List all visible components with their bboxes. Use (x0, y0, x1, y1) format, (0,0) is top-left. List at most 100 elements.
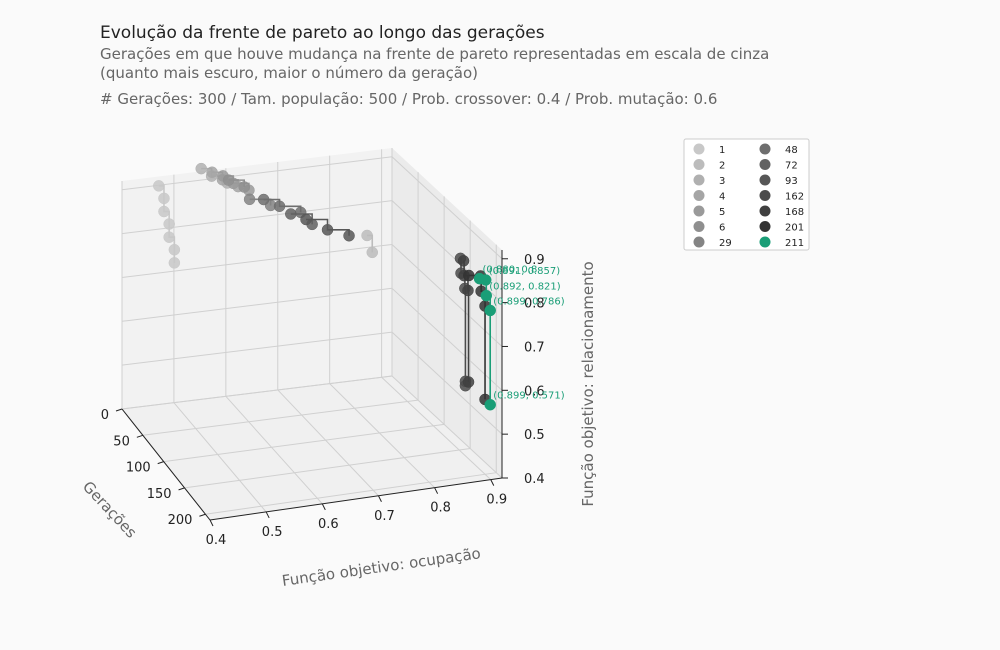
occ-tick-mark (434, 487, 439, 494)
legend-marker-29 (693, 236, 705, 248)
axis-grid (121, 148, 503, 521)
gen-tick-mark (178, 487, 185, 491)
series-point-1 (163, 231, 175, 243)
annotation-label: (0.891, 0.857) (489, 266, 561, 277)
legend-label-162: 162 (785, 192, 804, 203)
occ-tick-mark (378, 495, 382, 502)
legend-marker-2 (693, 159, 705, 170)
annotation-label: (0.892, 0.821) (489, 282, 561, 293)
occ-tick-label: 0.4 (206, 533, 227, 548)
series-point-6 (222, 174, 235, 186)
legend-label-6: 6 (719, 223, 725, 234)
legend-marker-3 (693, 174, 705, 186)
legend-marker-201 (759, 221, 771, 232)
chart-subtitle-line-1: Gerações em que houve mudança na frente … (100, 45, 769, 63)
series-point-168 (462, 376, 475, 388)
gen-tick-label: 0 (101, 408, 109, 423)
series-point-1 (158, 192, 170, 205)
gen-tick-mark (115, 408, 123, 412)
legend-marker-162 (759, 190, 771, 201)
series-point-1 (168, 243, 181, 256)
series-point-93 (300, 213, 312, 226)
occ-tick-mark (265, 511, 270, 519)
legend-label-2: 2 (719, 161, 725, 172)
series-point-1 (168, 257, 181, 269)
legend-marker-1 (693, 143, 705, 155)
legend-label-3: 3 (719, 176, 725, 187)
grid-floor-gen (163, 423, 445, 463)
axis-panes (122, 148, 502, 520)
grid-back-rel (121, 287, 393, 322)
series-point-2 (366, 246, 379, 259)
legend-marker-168 (759, 205, 771, 217)
grid-back-rel (121, 243, 393, 278)
grid-floor-gen (184, 448, 471, 489)
grid-side-rel (391, 287, 503, 391)
legend-marker-6 (693, 221, 705, 232)
series-point-168 (457, 255, 470, 267)
gen-tick-mark (199, 513, 206, 517)
grid-back-rel (121, 331, 393, 366)
grid-back-rel (121, 156, 393, 191)
back-pane (122, 148, 392, 409)
grid-floor-occ (173, 402, 267, 513)
legend-label-211: 211 (785, 238, 804, 249)
legend-box (683, 138, 810, 251)
floor-pane (122, 376, 502, 520)
grid-side-rel (391, 200, 503, 303)
legend-label-5: 5 (719, 207, 725, 218)
grid-floor-gen (205, 472, 497, 515)
series-point-201 (463, 269, 475, 282)
occ-tick-label: 0.9 (486, 493, 507, 508)
occupation-axis-line (209, 477, 503, 521)
grid-back-rel (121, 375, 393, 410)
grid-side-rel (391, 331, 503, 435)
legend-label-29: 29 (719, 238, 732, 249)
series-point-1 (158, 205, 170, 218)
gen-tick-label: 150 (147, 487, 172, 502)
rel-tick-label: 0.4 (524, 472, 545, 487)
annotation-label: (0.880, 0.8 (483, 265, 538, 276)
legend-marker-93 (759, 174, 771, 186)
legend-label-4: 4 (719, 192, 725, 203)
occ-tick-label: 0.5 (262, 525, 283, 540)
occ-tick-label: 0.6 (318, 517, 339, 532)
annotation-label: (0.899, 0.786) (493, 296, 565, 307)
tick-labels: 0.4 0.5 0.6 0.7 0.8 0.9 0 50 100 150 200 0.4 0.5 0.6 0… (101, 253, 545, 548)
rel-tick-label: 0.7 (524, 340, 545, 355)
rel-tick-label: 0.6 (524, 384, 545, 399)
legend-label-93: 93 (785, 176, 798, 187)
series-point-4 (206, 166, 218, 179)
series-point-48 (273, 200, 286, 213)
rel-tick-label: 0.9 (524, 253, 545, 268)
chart-title: Evolução da frente de pareto ao longo da… (100, 23, 545, 43)
legend-label-168: 168 (785, 207, 804, 218)
legend-label-48: 48 (785, 145, 798, 156)
series-point-48 (257, 193, 270, 206)
legend-marker-211 (759, 236, 771, 248)
annotation-label: (0.899, 0.571) (493, 391, 565, 402)
series-point-1 (153, 180, 165, 192)
gen-tick-label: 50 (113, 434, 130, 449)
rel-tick-label: 0.5 (524, 428, 545, 443)
series-point-29 (243, 193, 256, 206)
gen-tick-label: 200 (168, 513, 193, 528)
series-line-1 (158, 185, 176, 263)
data-marks (153, 162, 496, 411)
legend-marker-5 (693, 205, 705, 217)
point-annotations: (0.880, 0.8(0.891, 0.857) (0.892, 0.821) (… (483, 265, 565, 402)
grid-floor-occ (225, 395, 323, 505)
gen-tick-label: 100 (126, 461, 151, 476)
series-point-211 (480, 289, 493, 302)
grid-floor-gen (142, 399, 419, 436)
occ-tick-label: 0.7 (374, 509, 395, 524)
series-point-6 (238, 181, 250, 193)
legend-label-72: 72 (785, 161, 798, 172)
series-point-1 (163, 218, 175, 230)
series-point-211 (484, 398, 496, 411)
series-point-2 (361, 229, 373, 242)
gen-tick-mark (157, 461, 164, 465)
side-pane (392, 148, 502, 478)
grid-side-rel (391, 375, 503, 479)
